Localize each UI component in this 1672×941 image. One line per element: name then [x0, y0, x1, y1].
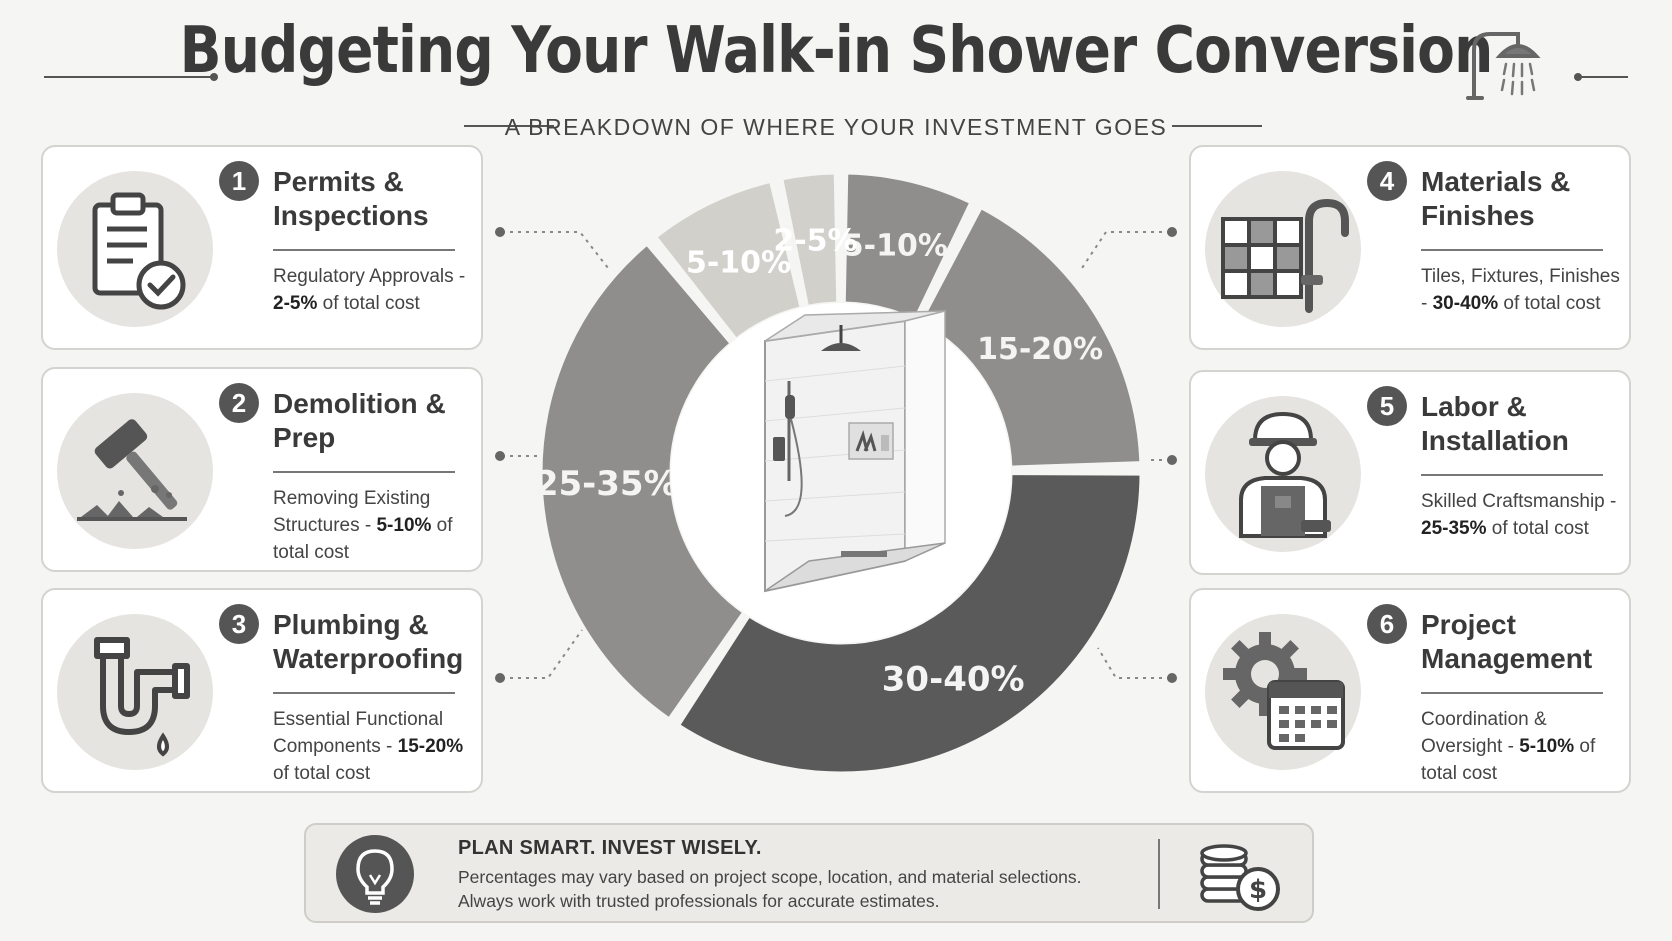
card-desc-text: Removing Existing Structures - [273, 488, 431, 536]
step-number: 1 [219, 161, 259, 201]
step-number: 5 [1367, 386, 1407, 426]
subtitle-rule-right [1172, 125, 1262, 127]
card-description: Skilled Craftsmanship - 25-35% of total … [1421, 488, 1629, 542]
card-title: Plumbing & Waterproofing [273, 609, 464, 674]
card-icon-badge [1205, 171, 1361, 327]
footer-line-2: Always work with trusted professionals f… [458, 891, 940, 911]
subtitle-rule-left [464, 125, 554, 127]
pipe-icon [94, 637, 190, 757]
budget-donut-chart: 5-10% 15-20% 30-40% 25-35% 5-10%2-5% [535, 171, 1143, 775]
card-demolition-prep: 2 Demolition & Prep Removing Existing St… [41, 367, 483, 572]
card-divider [1421, 249, 1603, 251]
coins-dollar-icon: $ [1200, 844, 1280, 911]
lightbulb-icon [336, 835, 414, 913]
card-title: Permits & Inspections [273, 166, 429, 231]
footer-divider [1158, 839, 1160, 909]
tiles-faucet-icon [1221, 198, 1349, 313]
card-divider [1421, 474, 1603, 476]
card-description: Tiles, Fixtures, Finishes - 30-40% of to… [1421, 263, 1629, 317]
card-desc-text: Essential Functional Components - [273, 709, 444, 757]
donut-slice-label: 5-10% [686, 245, 791, 280]
svg-text:$: $ [1249, 875, 1267, 905]
card-labor-installation: 5 Labor & Installation Skilled Craftsman… [1189, 370, 1631, 575]
card-divider [273, 249, 455, 251]
step-number: 4 [1367, 161, 1407, 201]
title-rule-left-dot [210, 73, 218, 81]
card-percentage: 30-40% [1432, 293, 1499, 314]
card-icon-badge [57, 171, 213, 327]
card-permits-inspections: 1 Permits & Inspections Regulatory Appro… [41, 145, 483, 350]
card-icon-badge [1205, 614, 1361, 770]
donut-slice-label: 5-10% [843, 228, 948, 263]
footer-text: Percentages may vary based on project sc… [458, 865, 1178, 913]
card-icon-badge [57, 614, 213, 770]
card-desc-suffix: of total cost [1421, 736, 1596, 784]
title-rule-right [1578, 76, 1628, 78]
card-description: Removing Existing Structures - 5-10% of … [273, 485, 481, 566]
card-desc-suffix: of total cost [317, 293, 420, 314]
footer-title: PLAN SMART. INVEST WISELY. [458, 837, 762, 859]
card-desc-text: Regulatory Approvals - [273, 266, 466, 287]
card-divider [273, 692, 455, 694]
card-desc-suffix: of total cost [273, 763, 371, 784]
card-title: Project Management [1421, 609, 1593, 674]
card-title: Materials & Finishes [1421, 166, 1571, 231]
title-rule-left [44, 76, 214, 78]
card-plumbing-waterproofing: 3 Plumbing & Waterproofing Essential Fun… [41, 588, 483, 793]
page-subtitle: A BREAKDOWN OF WHERE YOUR INVESTMENT GOE… [504, 114, 1168, 140]
gear-calendar-icon [1223, 632, 1345, 750]
card-desc-text: Skilled Craftsmanship - [1421, 491, 1617, 512]
hammer-icon [77, 419, 187, 521]
page-title: Budgeting Your Walk-in Shower Conversion [179, 14, 1494, 88]
card-icon-badge [1205, 396, 1361, 552]
card-title: Labor & Installation [1421, 391, 1569, 456]
step-number: 2 [219, 383, 259, 423]
donut-slice-label: 30-40% [882, 659, 1025, 699]
card-project-management: 6 Project Management Coordination & Over… [1189, 588, 1631, 793]
donut-slice-label: 25-35% [535, 464, 678, 504]
step-number: 6 [1367, 604, 1407, 644]
step-number: 3 [219, 604, 259, 644]
donut-slice-label: 2-5% [773, 223, 857, 258]
clipboard-check-icon [92, 192, 186, 310]
walk-in-shower-icon [764, 310, 946, 593]
footer-note: PLAN SMART. INVEST WISELY. Percentages m… [304, 823, 1314, 923]
card-desc-suffix: of total cost [273, 515, 453, 563]
card-divider [1421, 692, 1603, 694]
card-description: Regulatory Approvals - 2-5% of total cos… [273, 263, 481, 317]
card-divider [273, 471, 455, 473]
card-desc-suffix: of total cost [1498, 293, 1601, 314]
card-percentage: 2-5% [273, 293, 318, 314]
footer-line-1: Percentages may vary based on project sc… [458, 867, 1082, 887]
card-materials-finishes: 4 Materials & Finishes Tiles, Fixtures, … [1189, 145, 1631, 350]
card-percentage: 5-10% [1519, 736, 1575, 757]
shower-head-icon [1466, 32, 1541, 100]
card-description: Coordination & Oversight - 5-10% of tota… [1421, 706, 1629, 787]
card-icon-badge [57, 393, 213, 549]
card-description: Essential Functional Components - 15-20%… [273, 706, 481, 787]
card-percentage: 25-35% [1421, 518, 1487, 539]
card-percentage: 5-10% [376, 515, 432, 536]
worker-icon [1239, 411, 1331, 538]
card-percentage: 15-20% [397, 736, 464, 757]
card-desc-suffix: of total cost [1486, 518, 1589, 539]
card-title: Demolition & Prep [273, 388, 446, 453]
card-desc-text: Tiles, Fixtures, Finishes - [1421, 266, 1620, 314]
card-desc-text: Coordination & Oversight - [1421, 709, 1547, 757]
donut-slice-label: 15-20% [977, 332, 1103, 367]
